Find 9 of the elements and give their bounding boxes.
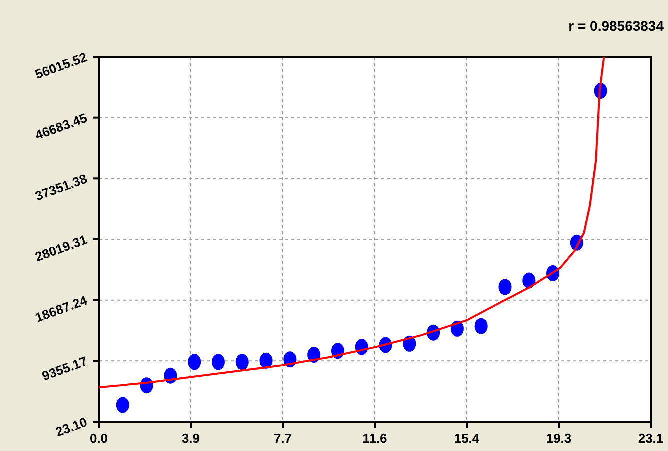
x-tick-label: 19.3 bbox=[546, 431, 572, 446]
x-tick-label: 11.6 bbox=[362, 431, 388, 446]
x-tick-label: 3.9 bbox=[182, 431, 200, 446]
x-tick-label: 23.1 bbox=[638, 431, 664, 446]
text: r = 0.98563834 bbox=[568, 18, 664, 34]
x-tick-label: 0.0 bbox=[90, 431, 108, 446]
y-tick-label: 23.10 bbox=[54, 414, 90, 440]
x-tick-label: 7.7 bbox=[274, 431, 292, 446]
x-tick-label: 15.4 bbox=[454, 431, 480, 446]
